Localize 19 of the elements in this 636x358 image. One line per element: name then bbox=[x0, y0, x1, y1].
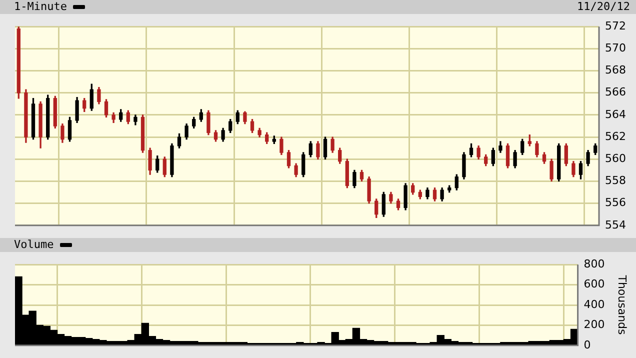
y-tick-label: 572 bbox=[605, 19, 626, 32]
y-tick-label: 800 bbox=[584, 257, 605, 270]
chart-subtitle: 11/20/12 bbox=[577, 0, 630, 14]
y-axis-title: Thousands bbox=[616, 274, 629, 336]
chart-title: Volume bbox=[14, 238, 55, 252]
y-tick-label: 566 bbox=[605, 86, 626, 99]
chart-title: 1-Minute bbox=[14, 0, 68, 14]
y-tick-label: 568 bbox=[605, 64, 626, 77]
y-tick-label: 0 bbox=[584, 338, 591, 352]
y-tick-label: 558 bbox=[605, 174, 626, 188]
y-tick-label: 570 bbox=[605, 42, 626, 55]
y-tick-label: 562 bbox=[605, 130, 626, 143]
y-tick-label: 564 bbox=[605, 108, 626, 121]
y-tick-label: 200 bbox=[584, 318, 605, 332]
y-tick-label: 600 bbox=[584, 278, 605, 291]
y-tick-label: 556 bbox=[605, 196, 626, 210]
y-tick-label: 560 bbox=[605, 152, 626, 165]
y-tick-label: 554 bbox=[605, 218, 626, 232]
y-tick-label: 400 bbox=[584, 298, 605, 311]
